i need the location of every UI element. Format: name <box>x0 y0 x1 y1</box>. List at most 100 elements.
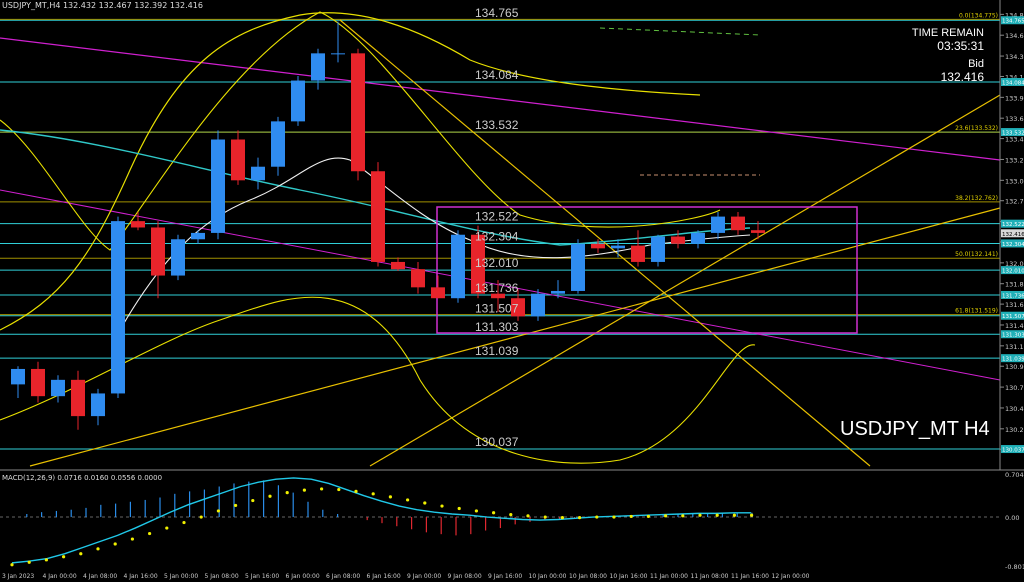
candle-body <box>171 239 185 276</box>
x-tick-label: 9 Jan 08:00 <box>448 573 482 580</box>
macd-signal-dot <box>578 516 582 520</box>
macd-signal-dot <box>560 516 565 520</box>
level-label: 130.037 <box>475 435 519 449</box>
candle-body <box>451 234 465 299</box>
macd-signal-dot <box>148 531 152 536</box>
candle-body <box>151 227 165 276</box>
bear-candle <box>131 212 145 231</box>
bear-candle <box>631 230 645 267</box>
candle-body <box>251 166 265 181</box>
y-tick-label: 131.175 <box>1005 343 1024 351</box>
macd-signal-dot <box>62 555 66 559</box>
bear-candle <box>71 370 85 430</box>
bid-label: Bid <box>968 58 984 70</box>
x-tick-label: 4 Jan 00:00 <box>43 573 77 580</box>
level-label: 134.084 <box>475 68 519 82</box>
level-label: 131.507 <box>475 302 519 316</box>
macd-signal-dot <box>509 513 513 517</box>
price-tag-label: 131.039 <box>1002 357 1024 363</box>
candle-body <box>431 287 445 299</box>
bull-candle <box>51 375 65 403</box>
bear-candle <box>231 130 245 185</box>
bid-value: 132.416 <box>940 70 984 84</box>
level-price-tag <box>1001 16 1024 25</box>
symbol-info: USDJPY_MT,H4 132.432 132.467 132.392 132… <box>2 1 203 10</box>
macd-panel: 0.7044 0.00 -0.801 <box>0 471 1024 571</box>
candle-body <box>751 230 765 233</box>
candle-body <box>411 269 425 288</box>
level-label: 132.522 <box>475 210 519 224</box>
channel-upper-line <box>0 37 1001 161</box>
candle-body <box>331 53 345 55</box>
bear-candle <box>371 162 385 267</box>
trend-line-1 <box>29 207 1001 467</box>
candle-body <box>91 393 105 417</box>
x-tick-label: 3 Jan 2023 <box>2 573 34 580</box>
price-axis: 134.830 134.600 134.370 134.145 133.915 133.6… <box>0 0 1024 471</box>
level-price-tag <box>1001 311 1024 320</box>
macd-signal-dot <box>182 520 186 525</box>
level-price-tag <box>1001 330 1024 339</box>
candle-body <box>311 53 325 81</box>
y-tick-label: 131.405 <box>1005 322 1024 330</box>
bull-candle <box>191 230 205 244</box>
candle-body <box>691 232 705 244</box>
bull-candle <box>331 21 345 63</box>
bear-candle <box>471 225 485 299</box>
candle-body <box>191 232 205 240</box>
upper-band <box>0 12 701 331</box>
bull-candle <box>711 212 725 240</box>
candle-body <box>371 171 385 262</box>
x-tick-label: 6 Jan 08:00 <box>326 573 360 580</box>
x-tick-label: 9 Jan 16:00 <box>488 573 522 580</box>
macd-signal-dot <box>27 560 31 564</box>
level-price-tag <box>1001 219 1024 228</box>
bull-candle <box>651 234 665 267</box>
price-tag-label: 130.037 <box>1002 448 1024 454</box>
macd-signal-dot <box>492 511 496 515</box>
level-label: 131.736 <box>475 281 519 295</box>
x-tick-label: 10 Jan 08:00 <box>569 573 607 580</box>
lower-band <box>0 296 756 464</box>
macd-signal-dot <box>474 509 478 513</box>
candle-body <box>211 139 225 233</box>
macd-signal-dot <box>44 558 49 562</box>
candle-body <box>511 298 525 317</box>
candle-body <box>651 236 665 262</box>
candle-body <box>51 379 65 397</box>
y-tick-label: 134.370 <box>1005 53 1024 61</box>
y-tick-label: 132.775 <box>1005 198 1024 206</box>
candle-body <box>351 53 365 172</box>
macd-signal-dot <box>406 498 410 502</box>
y-tick-label: 132.090 <box>1005 260 1024 268</box>
bear-candle <box>591 239 605 253</box>
time-axis: 3 Jan 2023 4 Jan 00:00 4 Jan 08:00 4 Jan 16… <box>2 573 810 580</box>
macd-signal-dot <box>440 504 444 508</box>
candle-body <box>471 234 485 294</box>
candle-body <box>531 293 545 317</box>
candle-body <box>731 216 745 231</box>
y-tick-label: 130.950 <box>1005 363 1024 371</box>
level-price-tag <box>1001 354 1024 363</box>
x-tick-label: 4 Jan 08:00 <box>83 573 117 580</box>
macd-signal-dot <box>320 487 324 491</box>
candle-body <box>711 216 725 233</box>
y-tick-label: 130.260 <box>1005 426 1024 434</box>
x-tick-label: 11 Jan 16:00 <box>731 573 769 580</box>
bull-candle <box>611 239 625 258</box>
x-tick-label: 12 Jan 00:00 <box>772 573 810 580</box>
candle-body <box>571 243 585 291</box>
y-tick-label: 130.490 <box>1005 405 1024 413</box>
level-labels: 134.765 134.084 133.532 132.522 132.304 132.0… <box>475 6 519 449</box>
bear-candle <box>351 48 365 181</box>
macd-signal-dot <box>354 489 358 493</box>
fib-label: 50.0(132.141) <box>955 251 998 258</box>
price-tag-label: 132.416 <box>1002 232 1024 238</box>
macd-signal-dot <box>79 552 83 556</box>
ma-cyan <box>0 129 751 246</box>
price-tag-label: 133.532 <box>1002 131 1024 137</box>
bear-candle <box>431 275 445 299</box>
price-tag-label: 131.303 <box>1002 333 1024 339</box>
fib-label: 38.2(132.762) <box>955 195 998 202</box>
